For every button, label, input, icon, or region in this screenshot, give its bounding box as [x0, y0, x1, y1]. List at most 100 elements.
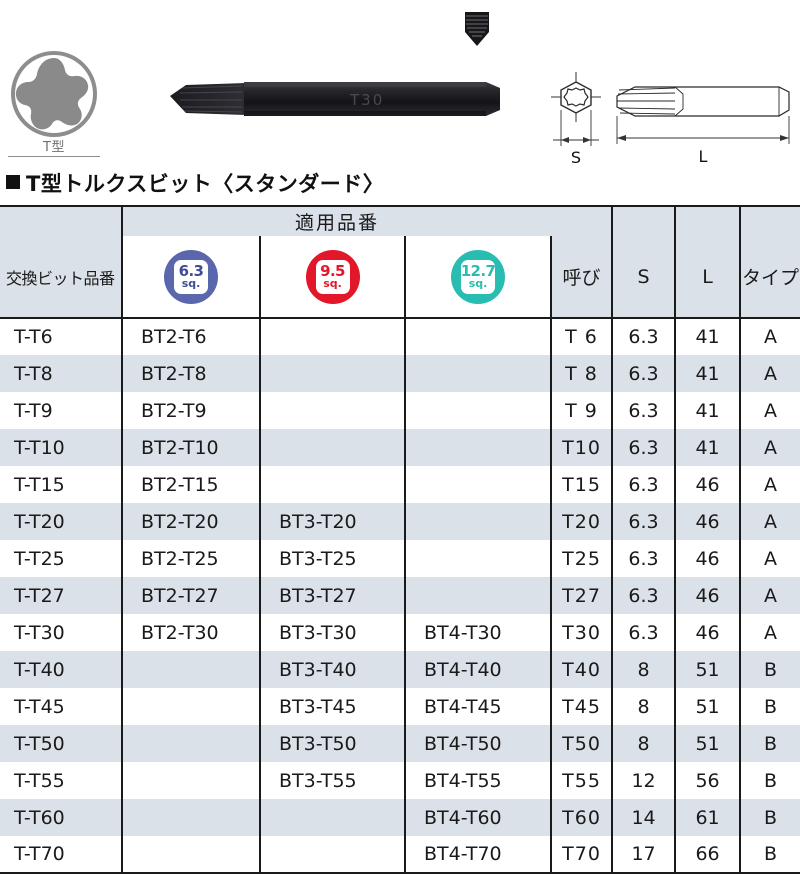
table-row: T-T20 BT2-T20 BT3-T20 T20 6.3 46 A — [0, 503, 800, 540]
cell-exchange: T-T27 — [0, 577, 123, 614]
cell-drive-6-3: BT2-T20 — [122, 503, 261, 540]
cell-drive-6-3 — [122, 725, 261, 762]
cell-drive-9-5: BT3-T27 — [260, 577, 406, 614]
cell-s: 6.3 — [612, 392, 677, 429]
table-row: T-T25 BT2-T25 BT3-T25 T25 6.3 46 A — [0, 540, 800, 577]
cell-drive-12-7 — [405, 429, 553, 466]
cell-yobi: T10 — [551, 429, 614, 466]
cell-l: 56 — [675, 762, 742, 799]
cell-yobi: T 8 — [551, 355, 614, 392]
cell-type: B — [740, 651, 800, 688]
cell-yobi: T50 — [551, 725, 614, 762]
cell-drive-9-5 — [260, 799, 406, 836]
cell-type: A — [740, 318, 800, 355]
cell-type: B — [740, 836, 800, 874]
cell-exchange: T-T8 — [0, 355, 123, 392]
cell-l: 46 — [675, 503, 742, 540]
table-row: T-T9 BT2-T9 T 9 6.3 41 A — [0, 392, 800, 429]
cell-yobi: T25 — [551, 540, 614, 577]
cell-exchange: T-T70 — [0, 836, 123, 874]
cell-yobi: T45 — [551, 688, 614, 725]
section-title: T型トルクスビット〈スタンダード〉 — [6, 168, 384, 198]
table-group-header-row: 適用品番 — [0, 205, 800, 236]
cell-type: A — [740, 577, 800, 614]
table-row: T-T10 BT2-T10 T10 6.3 41 A — [0, 429, 800, 466]
cell-s: 6.3 — [612, 429, 677, 466]
dimension-s-label: S — [571, 148, 581, 165]
cell-s: 6.3 — [612, 577, 677, 614]
cell-l: 46 — [675, 540, 742, 577]
table-row: T-T30 BT2-T30 BT3-T30 BT4-T30 T30 6.3 46 A — [0, 614, 800, 651]
badge-6-3-number: 6.3 — [178, 262, 204, 280]
cell-exchange: T-T45 — [0, 688, 123, 725]
cell-yobi: T60 — [551, 799, 614, 836]
badge-6-3-sq: 6.3 sq. — [164, 249, 218, 304]
dimension-s-drawing: S — [545, 70, 607, 167]
cell-drive-9-5: BT3-T45 — [260, 688, 406, 725]
cell-l: 61 — [675, 799, 742, 836]
cell-exchange: T-T10 — [0, 429, 123, 466]
spec-table-wrapper: 適用品番 交換ビット品番 6.3 sq. — [0, 205, 800, 874]
cell-type: B — [740, 688, 800, 725]
cell-exchange: T-T30 — [0, 614, 123, 651]
cell-exchange: T-T15 — [0, 466, 123, 503]
cell-yobi: T 6 — [551, 318, 614, 355]
cell-type: A — [740, 540, 800, 577]
cell-s: 17 — [612, 836, 677, 874]
group-header-applicable: 適用品番 — [122, 205, 552, 236]
set-screw-icon — [460, 10, 494, 48]
col-header-yobi: 呼び — [551, 236, 614, 319]
cell-type: A — [740, 466, 800, 503]
cell-l: 41 — [675, 318, 742, 355]
cell-l: 46 — [675, 466, 742, 503]
cell-exchange: T-T55 — [0, 762, 123, 799]
cell-exchange: T-T60 — [0, 799, 123, 836]
cell-drive-6-3: BT2-T6 — [122, 318, 261, 355]
col-header-l: L — [675, 236, 742, 319]
badge-9-5-number: 9.5 — [320, 262, 345, 280]
cell-l: 66 — [675, 836, 742, 874]
cell-yobi: T20 — [551, 503, 614, 540]
cell-drive-9-5: BT3-T20 — [260, 503, 406, 540]
cell-drive-6-3: BT2-T30 — [122, 614, 261, 651]
col-header-s: S — [612, 236, 677, 319]
cell-s: 6.3 — [612, 355, 677, 392]
cell-type: A — [740, 614, 800, 651]
illustration-band: T型 — [0, 0, 800, 167]
group-header-cap-yobi — [551, 205, 614, 236]
cell-type: A — [740, 355, 800, 392]
cell-yobi: T70 — [551, 836, 614, 874]
cell-drive-6-3 — [122, 688, 261, 725]
cell-exchange: T-T9 — [0, 392, 123, 429]
cell-s: 6.3 — [612, 318, 677, 355]
col-header-drive-9-5: 9.5 sq. — [260, 236, 406, 319]
table-row: T-T27 BT2-T27 BT3-T27 T27 6.3 46 A — [0, 577, 800, 614]
cell-type: B — [740, 799, 800, 836]
col-header-drive-12-7: 12.7 sq. — [405, 236, 553, 319]
cell-s: 14 — [612, 799, 677, 836]
table-row: T-T60 BT4-T60 T60 14 61 B — [0, 799, 800, 836]
cell-l: 51 — [675, 725, 742, 762]
table-header-row: 交換ビット品番 6.3 sq. 9.5 — [0, 236, 800, 319]
bullet-square-icon — [6, 175, 20, 189]
cell-l: 51 — [675, 688, 742, 725]
cell-exchange: T-T6 — [0, 318, 123, 355]
cell-exchange: T-T40 — [0, 651, 123, 688]
table-row: T-T15 BT2-T15 T15 6.3 46 A — [0, 466, 800, 503]
cell-drive-9-5: BT3-T40 — [260, 651, 406, 688]
cell-l: 46 — [675, 577, 742, 614]
cell-yobi: T55 — [551, 762, 614, 799]
cell-drive-12-7: BT4-T40 — [405, 651, 553, 688]
badge-12-7-sq: 12.7 sq. — [451, 249, 506, 304]
group-header-cap-type — [740, 205, 800, 236]
cell-drive-12-7: BT4-T45 — [405, 688, 553, 725]
badge-9-5-unit: sq. — [323, 277, 342, 290]
cell-yobi: T 9 — [551, 392, 614, 429]
cell-drive-12-7 — [405, 355, 553, 392]
cell-l: 51 — [675, 651, 742, 688]
cell-drive-12-7: BT4-T70 — [405, 836, 553, 874]
cell-drive-12-7 — [405, 392, 553, 429]
cell-l: 46 — [675, 614, 742, 651]
cell-exchange: T-T20 — [0, 503, 123, 540]
table-row: T-T6 BT2-T6 T 6 6.3 41 A — [0, 318, 800, 355]
